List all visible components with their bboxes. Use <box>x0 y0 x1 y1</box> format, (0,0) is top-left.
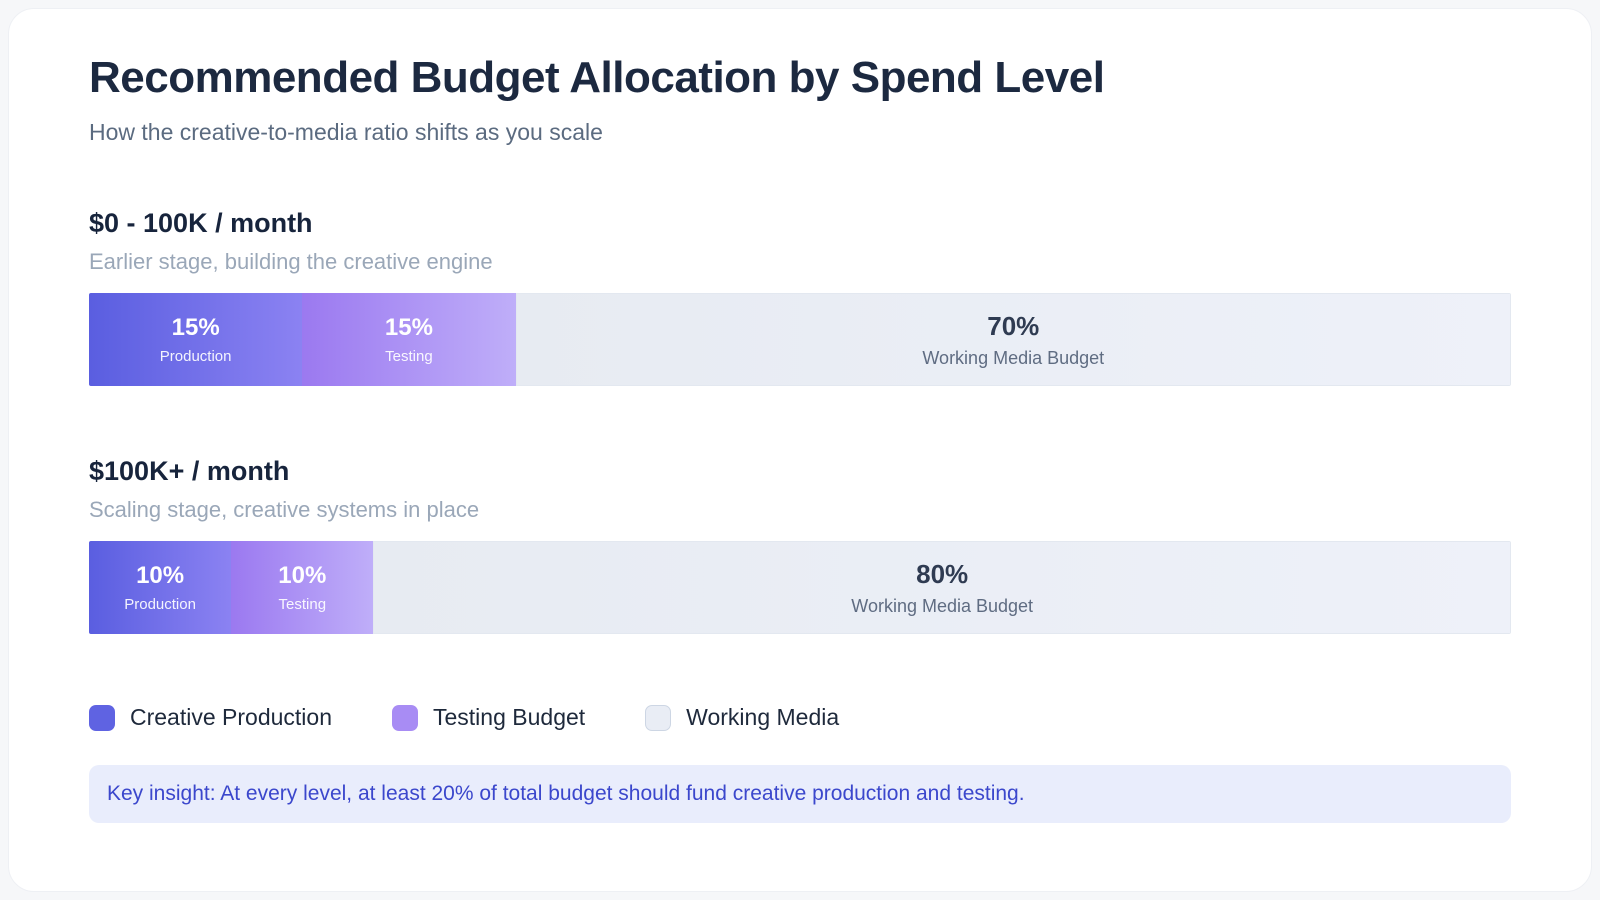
legend-label: Working Media <box>686 704 840 730</box>
segment-label: Working Media Budget <box>851 595 1034 616</box>
segment-label: Testing <box>278 596 327 613</box>
key-insight-banner: Key insight: At every level, at least 20… <box>89 765 1511 823</box>
bar-segment-production: 15% Production <box>89 293 303 386</box>
page-subtitle: How the creative-to-media ratio shifts a… <box>89 119 603 145</box>
segment-label: Testing <box>385 348 433 365</box>
legend-swatch-creative-production <box>89 704 115 731</box>
bar-segment-working-media: 80% Working Media Budget <box>373 541 1511 634</box>
segment-percent: 10% <box>278 562 327 589</box>
segment-percent: 10% <box>136 562 185 589</box>
legend-label: Testing Budget <box>433 704 586 730</box>
page-title: Recommended Budget Allocation by Spend L… <box>89 53 1105 102</box>
bar-segment-testing: 10% Testing <box>231 541 374 634</box>
spend-level-section-low: $0 - 100K / month Earlier stage, buildin… <box>89 208 1511 386</box>
segment-percent: 80% <box>916 558 969 589</box>
segment-label: Production <box>159 348 232 365</box>
segment-label: Production <box>124 596 196 613</box>
budget-allocation-card: Recommended Budget Allocation by Spend L… <box>8 8 1592 892</box>
segment-percent: 70% <box>987 310 1040 341</box>
segment-percent: 15% <box>171 314 220 341</box>
stacked-bar-high-spend: 10% Production 10% Testing 80% Working M… <box>89 541 1511 634</box>
segment-percent: 15% <box>384 314 433 341</box>
legend-item-working-media: Working Media <box>645 704 839 731</box>
section-heading: $0 - 100K / month <box>89 208 313 238</box>
legend-swatch-working-media <box>645 704 672 731</box>
section-description: Scaling stage, creative systems in place <box>89 497 480 522</box>
bar-segment-production: 10% Production <box>89 541 232 634</box>
bar-segment-testing: 15% Testing <box>302 293 516 386</box>
spend-level-section-high: $100K+ / month Scaling stage, creative s… <box>89 456 1511 634</box>
legend-item-creative-production: Creative Production <box>89 704 332 731</box>
stacked-bar-low-spend: 15% Production 15% Testing 70% Working M… <box>89 293 1511 386</box>
legend-item-testing-budget: Testing Budget <box>392 704 585 731</box>
section-heading: $100K+ / month <box>89 456 290 486</box>
section-description: Earlier stage, building the creative eng… <box>89 249 493 274</box>
chart-legend: Creative Production Testing Budget Worki… <box>89 704 1511 731</box>
legend-label: Creative Production <box>130 704 332 730</box>
legend-swatch-testing-budget <box>392 704 418 731</box>
segment-label: Working Media Budget <box>922 347 1105 368</box>
bar-segment-working-media: 70% Working Media Budget <box>515 293 1511 386</box>
